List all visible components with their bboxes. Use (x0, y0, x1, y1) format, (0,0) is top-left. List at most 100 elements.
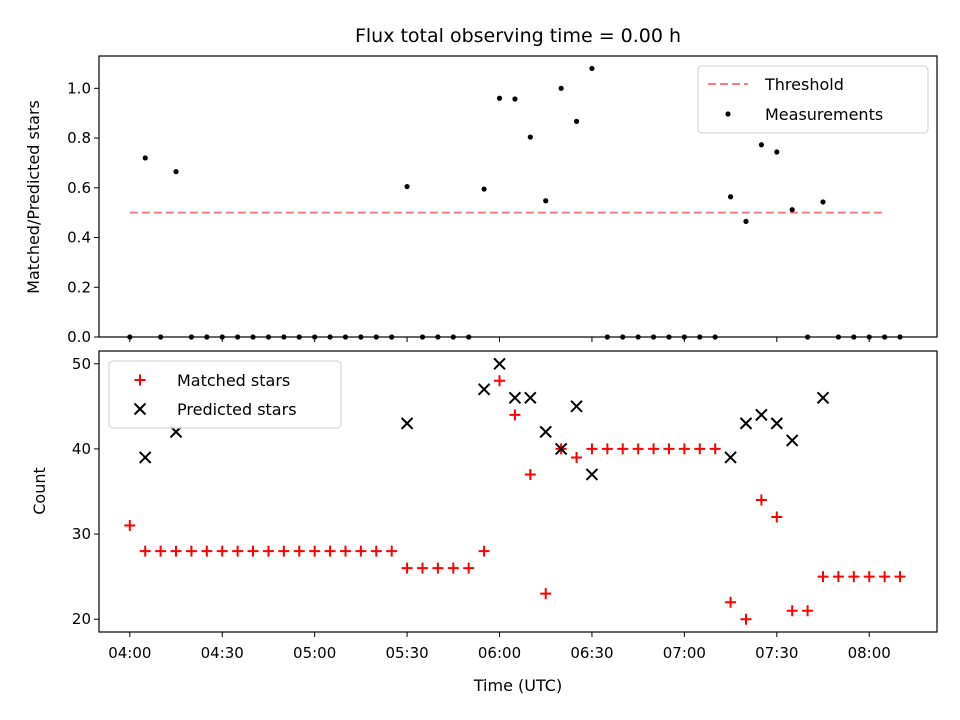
measurement-point (758, 142, 764, 148)
matched-star-point (832, 571, 844, 583)
bottom-y-tick-label: 50 (72, 355, 91, 373)
matched-star-point (524, 468, 536, 480)
predicted-star-point (755, 408, 768, 422)
predicted-star-point (524, 391, 537, 405)
matched-star-point (278, 545, 290, 557)
matched-star-point (247, 545, 259, 557)
measurement-point (573, 118, 580, 125)
matched-star-point (648, 443, 660, 455)
matched-star-point (786, 605, 798, 617)
matched-star-point (540, 588, 552, 600)
matched-star-point (848, 571, 860, 583)
matched-star-point (755, 494, 767, 506)
matched-star-point (370, 545, 382, 557)
top-y-tick-label: 0.8 (67, 129, 91, 147)
matched-star-point (802, 605, 814, 617)
legend-predicted-label: Predicted stars (177, 400, 297, 419)
matched-star-point (678, 443, 690, 455)
bottom-y-axis-label: Count (30, 467, 49, 515)
matched-star-point (293, 545, 305, 557)
matched-star-point (386, 545, 398, 557)
legend-measurements-label: Measurements (765, 105, 883, 124)
top-y-tick-label: 1.0 (67, 79, 91, 97)
predicted-star-point (539, 425, 552, 439)
matched-star-point (139, 545, 151, 557)
matched-star-point (663, 443, 675, 455)
matched-star-point (355, 545, 367, 557)
matched-star-point (170, 545, 182, 557)
x-tick-label: 06:00 (478, 644, 521, 662)
predicted-star-point (816, 391, 830, 405)
x-tick-label: 05:00 (293, 644, 336, 662)
matched-star-point (709, 443, 721, 455)
measurement-point (527, 134, 533, 140)
matched-star-point (478, 545, 490, 557)
top-plot-frame (98, 55, 938, 338)
legend-matched-label: Matched stars (177, 371, 290, 390)
legend-measurements-swatch (725, 111, 731, 117)
legend-matched-swatch (134, 374, 146, 386)
matched-star-point (694, 443, 706, 455)
matched-star-point (740, 613, 752, 625)
top-y-axis-label: Matched/Predicted stars (24, 100, 43, 294)
matched-star-point (879, 571, 891, 583)
matched-star-point (817, 571, 829, 583)
predicted-star-point (770, 417, 784, 430)
top-legend: Threshold Measurements (697, 65, 929, 134)
predicted-star-point (493, 357, 506, 370)
chart-title: Flux total observing time = 0.00 h (355, 25, 681, 47)
bottom-y-tick-label: 30 (72, 525, 91, 543)
matched-star-point (324, 545, 336, 557)
x-tick-label: 07:00 (663, 644, 706, 662)
legend-box (697, 65, 929, 134)
predicted-star-point (724, 451, 737, 464)
matched-star-point (725, 596, 737, 608)
top-y-tick-label: 0.6 (67, 179, 91, 197)
measurement-point (404, 183, 410, 190)
matched-star-point (463, 562, 475, 574)
matched-star-point (416, 562, 428, 574)
matched-star-point (447, 562, 459, 574)
matched-star-point (401, 562, 413, 574)
measurement-point (173, 169, 179, 175)
measurement-point (543, 198, 549, 204)
top-y-tick-label: 0.0 (67, 328, 91, 346)
x-tick-label: 08:00 (848, 644, 891, 662)
matched-star-point (771, 511, 783, 523)
matched-star-point (494, 375, 506, 387)
matched-star-point (432, 562, 444, 574)
measurement-point (481, 186, 487, 192)
matched-star-point (124, 520, 136, 532)
predicted-star-point (400, 417, 414, 430)
matched-star-point (262, 545, 274, 557)
predicted-star-point (585, 468, 599, 481)
matched-star-point (155, 545, 167, 557)
matched-star-point (632, 443, 644, 455)
legend-predicted-swatch (133, 402, 147, 416)
bottom-plot: 20 30 40 50 04:00 04:30 05:00 05:30 06:00 06:30 07… (72, 350, 938, 662)
matched-star-point (339, 545, 351, 557)
predicted-star-point (570, 400, 583, 413)
x-tick-label: 04:30 (201, 644, 244, 662)
top-y-tick-label: 0.2 (67, 278, 91, 296)
matched-star-point (617, 443, 629, 455)
matched-star-point (201, 545, 213, 557)
top-y-tick-label: 0.4 (67, 229, 91, 247)
matched-star-point (586, 443, 598, 455)
measurement-point (820, 199, 826, 205)
predicted-star-point (554, 442, 568, 456)
matched-star-point (185, 545, 197, 557)
x-tick-label: 06:30 (570, 644, 613, 662)
predicted-star-point (477, 383, 491, 396)
measurement-point (512, 96, 518, 102)
bottom-y-tick-label: 20 (72, 610, 91, 628)
matched-star-point (309, 545, 321, 557)
measurement-point (589, 65, 595, 72)
predicted-star-point (785, 434, 799, 447)
matched-star-point (509, 409, 521, 421)
measurement-point (142, 155, 148, 161)
bottom-y-tick-label: 40 (72, 440, 91, 458)
matched-star-point (863, 571, 875, 583)
bottom-legend: Matched stars Predicted stars (108, 360, 342, 429)
legend-box (108, 360, 342, 429)
